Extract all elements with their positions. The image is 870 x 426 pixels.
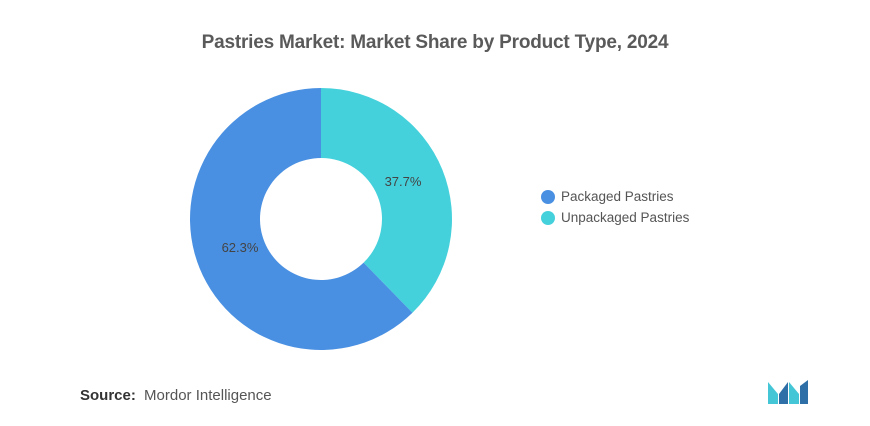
legend-label-unpackaged: Unpackaged Pastries [561, 210, 690, 225]
source-label: Source: [80, 387, 136, 404]
legend-label-packaged: Packaged Pastries [561, 189, 674, 204]
data-label-packaged-pastries: 62.3% [222, 240, 259, 255]
legend-item-packaged: Packaged Pastries [541, 186, 689, 207]
source-note: Source: Mordor Intelligence [80, 387, 272, 404]
chart-legend: Packaged Pastries Unpackaged Pastries [541, 186, 689, 228]
legend-swatch-unpackaged [541, 210, 555, 225]
legend-swatch-packaged [541, 189, 555, 204]
chart-title: Pastries Market: Market Share by Product… [201, 32, 669, 53]
data-label-unpackaged-pastries: 37.7% [385, 174, 422, 189]
donut-slice-unpackaged-pastries [321, 88, 452, 313]
legend-item-unpackaged: Unpackaged Pastries [541, 207, 689, 228]
donut-slice-packaged-pastries [189, 88, 413, 350]
source-text: Mordor Intelligence [144, 387, 272, 404]
mordor-intelligence-logo-icon [768, 380, 808, 404]
